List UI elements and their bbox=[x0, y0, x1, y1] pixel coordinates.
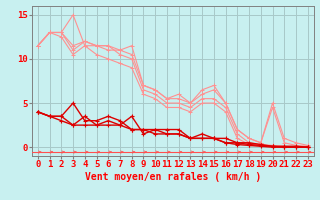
X-axis label: Vent moyen/en rafales ( km/h ): Vent moyen/en rafales ( km/h ) bbox=[85, 172, 261, 182]
